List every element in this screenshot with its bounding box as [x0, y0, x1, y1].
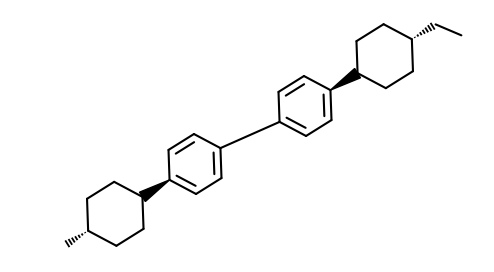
Polygon shape	[139, 180, 169, 202]
Polygon shape	[330, 69, 361, 90]
